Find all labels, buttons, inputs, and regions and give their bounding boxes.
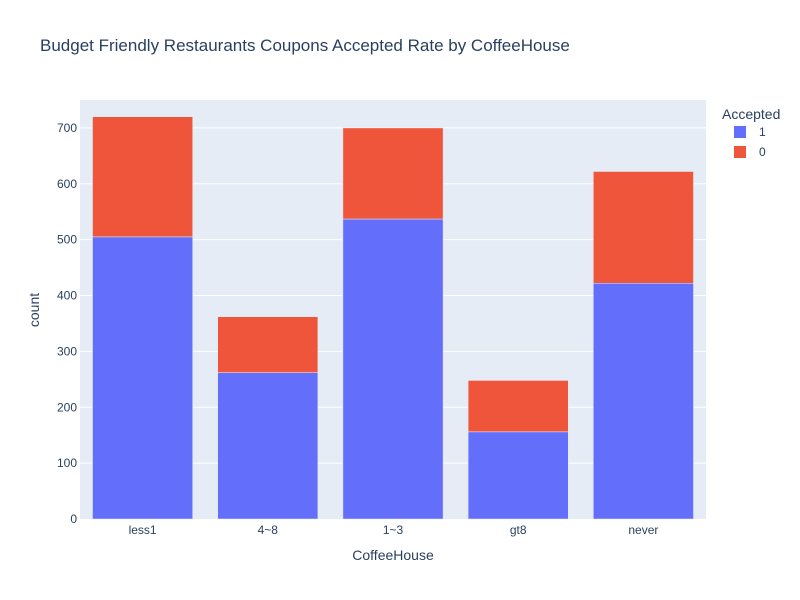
bar-1~3-accepted-1[interactable] bbox=[342, 218, 444, 520]
y-tick-label: 300 bbox=[57, 344, 77, 358]
bar-less1-accepted-1[interactable] bbox=[92, 236, 193, 520]
y-tick-label: 700 bbox=[57, 121, 77, 135]
bar-never-accepted-1[interactable] bbox=[593, 282, 694, 520]
x-tick-label: gt8 bbox=[510, 523, 527, 537]
y-tick-label: 0 bbox=[70, 512, 77, 526]
y-tick-label: 400 bbox=[57, 289, 77, 303]
x-tick-label: never bbox=[628, 523, 658, 537]
x-tick-label: 1~3 bbox=[383, 523, 404, 537]
bar-1~3-accepted-0[interactable] bbox=[342, 127, 444, 220]
bar-gt8-accepted-1[interactable] bbox=[467, 431, 569, 520]
legend-label-1[interactable]: 1 bbox=[759, 125, 766, 139]
bar-gt8-accepted-0[interactable] bbox=[467, 380, 569, 433]
bar-less1-accepted-0[interactable] bbox=[92, 116, 193, 238]
x-axis-title: CoffeeHouse bbox=[352, 547, 434, 563]
bar-never-accepted-0[interactable] bbox=[593, 171, 694, 284]
y-tick-label: 100 bbox=[57, 456, 77, 470]
y-tick-label: 200 bbox=[57, 400, 77, 414]
legend-items: 10 bbox=[734, 125, 766, 159]
legend-label-0[interactable]: 0 bbox=[759, 145, 766, 159]
bar-4~8-accepted-1[interactable] bbox=[217, 372, 319, 520]
legend-title: Accepted bbox=[722, 106, 780, 122]
y-tick-label: 500 bbox=[57, 233, 77, 247]
legend-swatch-0[interactable] bbox=[734, 146, 746, 158]
y-tick-label: 600 bbox=[57, 177, 77, 191]
chart-title: Budget Friendly Restaurants Coupons Acce… bbox=[40, 36, 570, 55]
x-axis-ticks: less1 4~8 1~3 gt8 never bbox=[129, 523, 659, 537]
bar-4~8-accepted-0[interactable] bbox=[217, 316, 319, 373]
legend: Accepted 10 bbox=[722, 106, 780, 159]
y-axis-title: count bbox=[26, 293, 42, 327]
x-tick-label: less1 bbox=[129, 523, 157, 537]
y-axis-ticks: 0 100 200 300 400 500 600 700 bbox=[57, 121, 77, 526]
legend-swatch-1[interactable] bbox=[734, 126, 746, 138]
x-tick-label: 4~8 bbox=[258, 523, 279, 537]
bars bbox=[92, 116, 694, 520]
